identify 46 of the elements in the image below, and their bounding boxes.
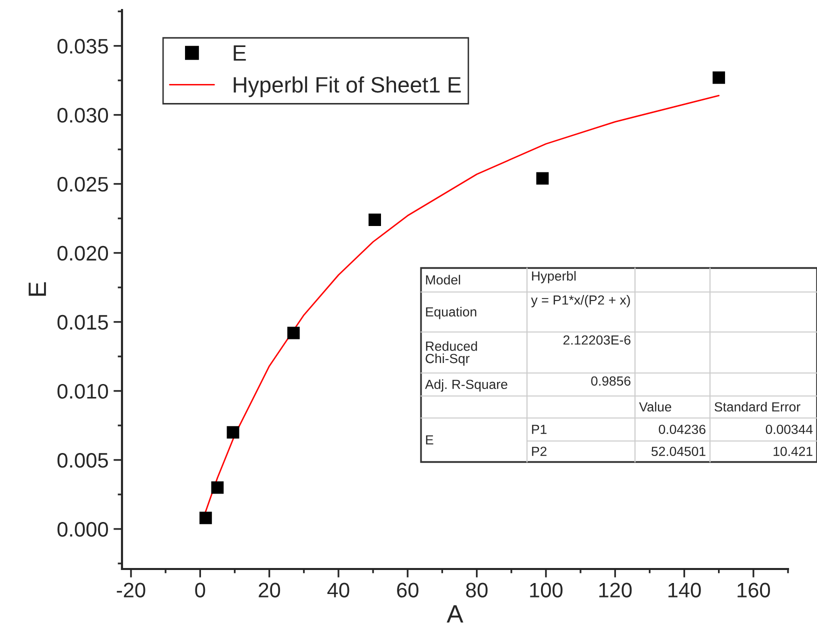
annotation: 0.00344: [766, 424, 813, 434]
y-tick-label: 0.015: [57, 314, 108, 330]
point: [712, 71, 726, 84]
annotation: Equation: [426, 306, 476, 320]
point: [211, 481, 224, 494]
point: [226, 426, 240, 439]
annotation: 10.421: [774, 446, 812, 456]
y-tick-label: 0.010: [57, 384, 108, 399]
annotation: Standard Error: [714, 402, 800, 412]
annotation: Value: [639, 402, 672, 412]
legend-label: Hyperbl Fit of Sheet1 E: [234, 76, 461, 98]
annotation: Model: [426, 274, 460, 285]
y-tick-label: 0.025: [57, 176, 108, 192]
annotation: y = P1*x/(P2 + x): [531, 295, 630, 308]
y-axis-title: E: [28, 282, 46, 296]
x-tick-label: 140: [668, 582, 701, 598]
annotation: E: [426, 435, 434, 444]
x-tick-label: 120: [599, 582, 632, 598]
x-tick-label: 160: [738, 582, 770, 598]
annotation: 0.9856: [591, 376, 630, 386]
x-axis-title: A: [446, 605, 464, 623]
point: [199, 512, 212, 524]
x-tick-label: 20: [258, 582, 280, 598]
x-tick-label: 0: [195, 582, 206, 598]
annotation: 0.04236: [658, 424, 706, 434]
y-tick-label: 0.020: [57, 246, 108, 261]
point: [287, 326, 300, 340]
y-tick-label: 0.000: [57, 522, 108, 537]
annotation: Hyperbl: [532, 271, 576, 284]
annotation: P2: [532, 446, 546, 456]
annotation: Adj. R-Square: [425, 379, 508, 392]
point: [536, 172, 549, 185]
legend-label: E: [234, 45, 246, 61]
x-tick-label: 100: [530, 582, 563, 598]
y-tick-label: 0.005: [57, 452, 108, 468]
y-tick-label: 0.035: [57, 38, 108, 54]
point: [368, 214, 381, 226]
x-tick-label: 80: [466, 582, 488, 598]
y-tick-label: 0.030: [57, 108, 108, 123]
x-tick-label: 40: [327, 582, 350, 598]
annotation: Reduced Chi-Sqr: [426, 341, 477, 366]
x-tick-label: -20: [116, 582, 146, 598]
annotation: 2.12203E-6: [563, 335, 630, 345]
annotation: P1: [532, 424, 546, 434]
x-tick-label: 60: [397, 582, 418, 598]
annotation: 52.04501: [652, 446, 706, 456]
